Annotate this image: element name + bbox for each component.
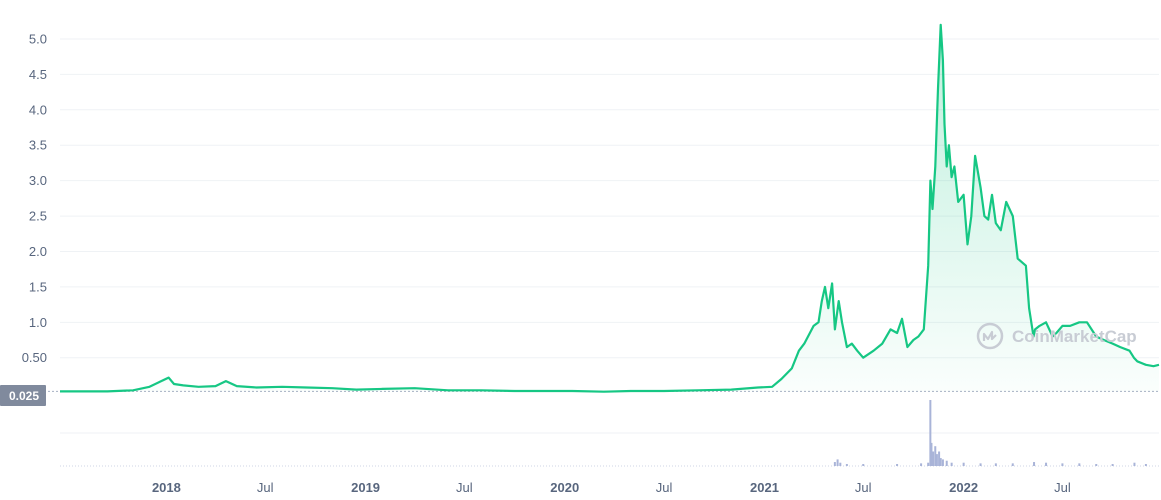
volume-bar xyxy=(1061,463,1064,466)
volume-bar xyxy=(920,463,923,466)
y-tick-label: 5.0 xyxy=(29,31,47,46)
watermark-text: CoinMarketCap xyxy=(1012,327,1137,346)
x-tick-label: Jul xyxy=(1054,480,1071,495)
volume-bar xyxy=(935,454,938,466)
price-area-fill xyxy=(60,24,1159,392)
y-tick-label: 4.0 xyxy=(29,102,47,117)
volume-bar xyxy=(845,464,848,466)
price-area xyxy=(60,23,1160,393)
y-tick-label: 0.50 xyxy=(22,350,47,365)
volume-bar xyxy=(1144,464,1147,466)
volume-bar xyxy=(979,463,982,466)
volume-bar xyxy=(945,460,948,466)
volume-bar xyxy=(1011,463,1014,466)
volume-bar xyxy=(1033,462,1036,466)
volume-bar xyxy=(930,442,933,466)
volume-bars xyxy=(833,400,1147,466)
x-tick-label: Jul xyxy=(456,480,473,495)
volume-bar xyxy=(833,462,836,466)
x-tick-label: Jul xyxy=(656,480,673,495)
x-tick-label: Jul xyxy=(257,480,274,495)
y-tick-label: 4.5 xyxy=(29,67,47,82)
x-tick-label: Jul xyxy=(855,480,872,495)
volume-bar xyxy=(1095,464,1098,466)
x-tick-label: 2018 xyxy=(152,480,181,495)
y-tick-label: 1.0 xyxy=(29,315,47,330)
current-price-tag-background xyxy=(0,385,46,406)
current-price-label: 0.025 xyxy=(9,389,39,403)
y-tick-label: 1.5 xyxy=(29,279,47,294)
current-price-tag: 0.025 xyxy=(0,385,46,406)
volume-bar xyxy=(938,451,941,466)
volume-bar xyxy=(1078,463,1081,466)
volume-bar xyxy=(896,464,899,466)
volume-bar xyxy=(1111,464,1114,466)
x-tick-label: 2022 xyxy=(949,480,978,495)
volume-bar xyxy=(862,464,865,466)
x-tick-label: 2020 xyxy=(550,480,579,495)
watermark: CoinMarketCap xyxy=(976,322,1137,350)
volume-bar xyxy=(932,451,935,466)
volume-bar xyxy=(929,400,932,466)
volume-bar xyxy=(950,462,953,466)
x-tick-label: 2019 xyxy=(351,480,380,495)
volume-bar xyxy=(927,462,930,466)
volume-bar xyxy=(939,458,942,466)
y-tick-label: 3.0 xyxy=(29,173,47,188)
volume-bar xyxy=(941,459,944,466)
price-line xyxy=(60,23,1160,393)
volume-bar xyxy=(1133,462,1136,466)
coinmarketcap-logo-icon xyxy=(976,322,1004,350)
volume-bar xyxy=(934,446,937,466)
volume-bar xyxy=(1045,462,1048,466)
volume-bar xyxy=(836,459,839,466)
y-tick-label: 3.5 xyxy=(29,138,47,153)
y-tick-label: 2.5 xyxy=(29,209,47,224)
volume-bar xyxy=(962,462,965,466)
x-tick-label: 2021 xyxy=(750,480,779,495)
y-tick-label: 2.0 xyxy=(29,244,47,259)
y-axis-ticks: 5.0 4.5 4.0 3.5 3.0 2.5 2.0 1.5 1.0 0.50 xyxy=(22,31,47,365)
volume-bar xyxy=(839,462,842,466)
volume-bar xyxy=(994,463,997,466)
x-axis-ticks: 2018 Jul 2019 Jul 2020 Jul 2021 Jul 2022 Jul xyxy=(152,480,1071,495)
